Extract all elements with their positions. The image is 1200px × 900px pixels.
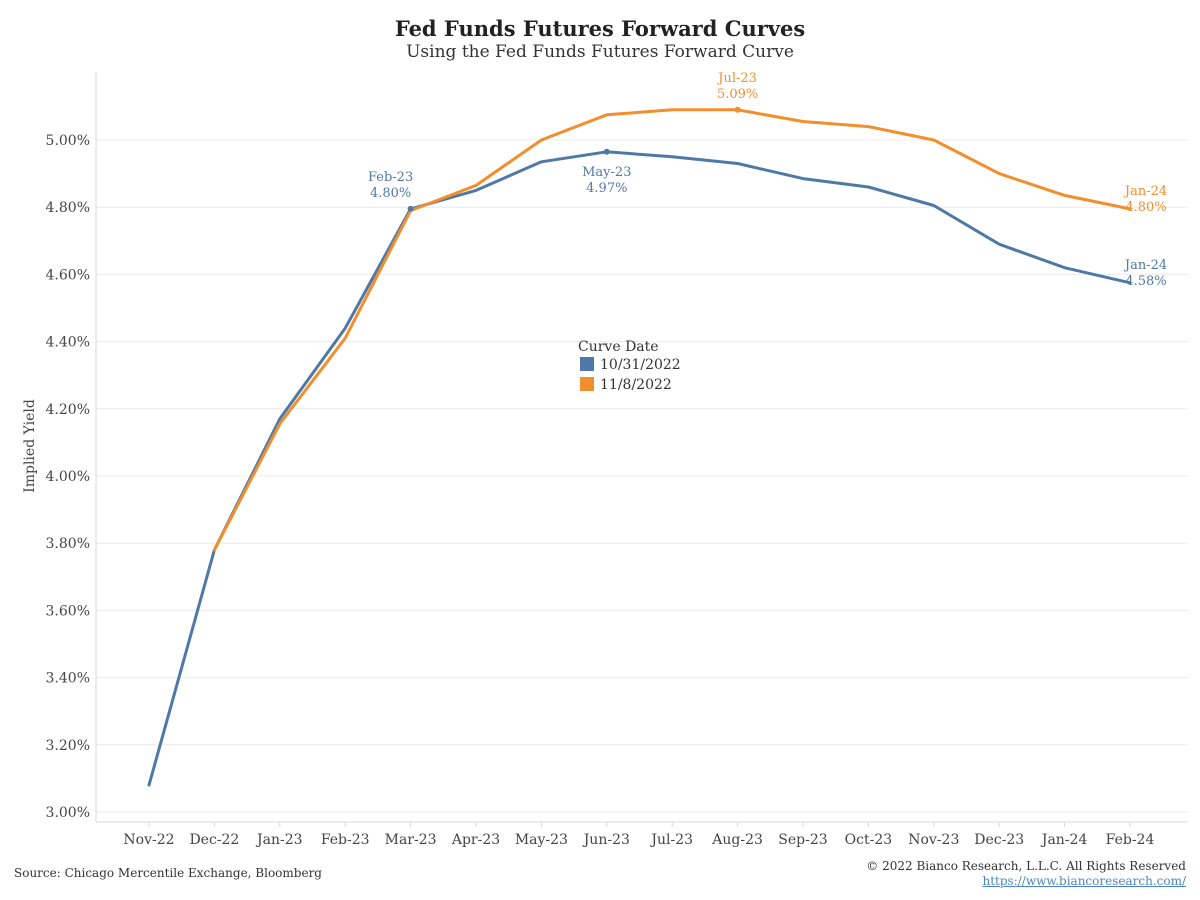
y-tick-label: 3.40% (46, 671, 90, 687)
y-tick-label: 4.80% (46, 200, 90, 216)
x-tick-label: Feb-24 (1106, 832, 1155, 848)
x-tick-labels: Nov-22 Dec-22 Jan-23 Feb-23 Mar-23 Apr-23 May-… (123, 822, 1154, 848)
source-note: Source: Chicago Mercentile Exchange, Blo… (14, 866, 322, 880)
annotation-label: Feb-23 (368, 170, 413, 185)
chart-subtitle: Using the Fed Funds Futures Forward Curv… (406, 42, 794, 62)
y-tick-label: 3.00% (46, 805, 90, 821)
copyright-text: © 2022 Bianco Research, L.L.C. All Right… (866, 859, 1186, 873)
y-tick-label: 4.00% (46, 469, 90, 485)
legend: Curve Date 10/31/2022 11/8/2022 (578, 339, 681, 393)
axes (95, 72, 1188, 823)
legend-title: Curve Date (578, 339, 659, 355)
y-tick-label: 3.20% (46, 738, 90, 754)
x-tick-label: Nov-23 (908, 832, 959, 848)
y-tick-label: 4.20% (46, 402, 90, 418)
annotation-label: Jul-23 (716, 71, 757, 86)
x-tick-label: Nov-22 (123, 832, 174, 848)
annotations: Feb-234.80%May-234.97%Jan-244.58%Jul-235… (368, 71, 1167, 289)
y-tick-label: 4.60% (46, 267, 90, 283)
grid-lines (96, 139, 1188, 813)
annotation-marker (603, 148, 610, 155)
y-tick-label: 3.60% (46, 603, 90, 619)
y-tick-label: 5.00% (46, 133, 90, 149)
x-tick-label: Mar-23 (385, 832, 437, 848)
x-tick-label: Apr-23 (451, 832, 500, 848)
y-tick-labels: 3.00% 3.20% 3.40% 3.60% 3.80% 4.00% 4.20% 4.40%… (46, 133, 90, 821)
annotation-marker (734, 106, 741, 113)
legend-label-11-8-2022: 11/8/2022 (600, 377, 672, 393)
annotation-value: 5.09% (717, 87, 758, 102)
series-line-11-8-2022 (212, 108, 1132, 552)
y-tick-label: 3.80% (46, 536, 90, 552)
x-tick-label: Oct-23 (845, 832, 893, 848)
annotation-value: 4.97% (586, 181, 627, 196)
series-line-10-31-2022 (147, 150, 1132, 787)
copyright-block: © 2022 Bianco Research, L.L.C. All Right… (866, 859, 1186, 889)
chart-title: Fed Funds Futures Forward Curves (394, 16, 806, 41)
website-link[interactable]: https://www.biancoresearch.com/ (982, 874, 1186, 888)
annotation-label: Jan-24 (1123, 258, 1167, 273)
x-tick-label: Dec-23 (974, 832, 1024, 848)
annotation-value: 4.58% (1125, 274, 1166, 289)
annotation-marker (407, 205, 414, 212)
legend-swatch-10-31-2022 (580, 357, 594, 371)
x-tick-label: Jul-23 (649, 832, 693, 848)
x-tick-label: May-23 (515, 832, 568, 848)
y-axis-label: Implied Yield (22, 399, 38, 493)
annotation-value: 4.80% (370, 186, 411, 201)
y-tick-label: 4.40% (46, 335, 90, 351)
legend-swatch-11-8-2022 (580, 377, 594, 391)
x-tick-label: Jan-24 (1040, 832, 1088, 848)
x-tick-label: Feb-23 (321, 832, 370, 848)
legend-label-10-31-2022: 10/31/2022 (600, 357, 681, 373)
x-tick-label: Jun-23 (582, 832, 630, 848)
x-tick-label: Jan-23 (255, 832, 303, 848)
x-tick-label: Sep-23 (778, 832, 827, 848)
annotation-value: 4.80% (1125, 200, 1166, 215)
x-tick-label: Aug-23 (711, 832, 763, 848)
x-tick-label: Dec-22 (189, 832, 239, 848)
annotation-label: May-23 (582, 165, 631, 180)
annotation-label: Jan-24 (1123, 184, 1167, 199)
series-lines (147, 108, 1132, 787)
